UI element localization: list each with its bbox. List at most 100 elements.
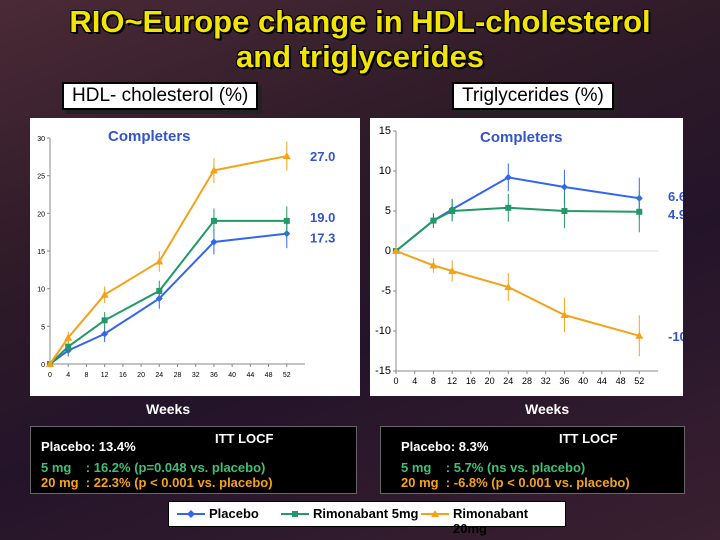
hdl-chart-panel: 0 5 10 15 20 25 30 0 4 8 12 16 20 24 28 32 36 40 44 48 52 Com… bbox=[30, 118, 360, 396]
hdl-x-tick-label: 24 bbox=[155, 372, 163, 379]
hdl-series-5mg-point bbox=[283, 217, 290, 224]
hdl-x-axis-label: Weeks bbox=[146, 401, 191, 417]
legend-5mg: Rimonabant 5mg bbox=[313, 506, 419, 521]
hdl-20mg-stat: 20 mg : 22.3% (p < 0.001 vs. placebo) bbox=[41, 475, 273, 490]
tg-itt-label: ITT LOCF bbox=[559, 431, 618, 446]
tg-series-20mg-point bbox=[504, 283, 513, 290]
hdl-series-5mg-point bbox=[210, 217, 217, 224]
hdl-series-5mg-point bbox=[156, 287, 163, 294]
tg-y-tick-label: 15 bbox=[379, 125, 391, 137]
hdl-series-5mg-line bbox=[49, 219, 287, 365]
tg-x-tick-label: 40 bbox=[578, 376, 588, 386]
tg-stats-box: ITT LOCF Placebo: 8.3% 5 mg : 5.7% (ns v… bbox=[380, 426, 685, 494]
tg-series-20mg-point bbox=[560, 311, 569, 318]
tg-series-20mg-end-label: -10.6 bbox=[668, 329, 683, 344]
tg-series-placebo-point bbox=[504, 173, 512, 181]
hdl-chart-title: Completers bbox=[108, 128, 191, 145]
hdl-x-tick-label: 0 bbox=[48, 372, 52, 379]
tg-x-tick-label: 12 bbox=[447, 376, 457, 386]
tg-series-5mg-end-label: 4.9 bbox=[668, 207, 683, 222]
hdl-series-20mg-point bbox=[155, 257, 164, 265]
hdl-heading: HDL- cholesterol (%) bbox=[62, 82, 259, 110]
title-line-1: RIO~Europe change in HDL-cholesterol bbox=[69, 4, 651, 39]
tg-series-20mg-point bbox=[448, 267, 457, 274]
hdl-series-placebo-point bbox=[210, 238, 218, 246]
hdl-y-tick-label: 25 bbox=[37, 174, 45, 181]
tg-y-tick-label: -15 bbox=[375, 365, 391, 377]
tg-x-tick-label: 48 bbox=[616, 376, 626, 386]
hdl-5mg-stat: 5 mg : 16.2% (p=0.048 vs. placebo) bbox=[41, 460, 266, 475]
tg-series-placebo-point bbox=[560, 183, 568, 191]
hdl-y-tick-label: 0 bbox=[41, 362, 45, 369]
tg-heading: Triglycerides (%) bbox=[452, 82, 614, 110]
hdl-series-20mg-line bbox=[49, 155, 287, 365]
tg-series-20mg-point bbox=[635, 331, 644, 339]
hdl-series-5mg-point bbox=[101, 317, 108, 324]
tg-x-tick-label: 20 bbox=[485, 376, 495, 386]
hdl-y-tick-label: 30 bbox=[37, 136, 45, 143]
tg-x-tick-label: 28 bbox=[522, 376, 532, 386]
legend-5mg-icon bbox=[281, 511, 309, 517]
tg-series-5mg-point bbox=[449, 208, 456, 214]
hdl-series-placebo-line bbox=[49, 232, 287, 365]
tg-y-tick-label: 10 bbox=[379, 165, 391, 177]
hdl-series-20mg-point bbox=[282, 152, 291, 160]
hdl-series-20mg-point bbox=[64, 333, 73, 341]
legend-placebo: Placebo bbox=[209, 506, 259, 521]
chart-legend: Placebo Rimonabant 5mg Rimonabant 20mg bbox=[168, 501, 566, 536]
hdl-x-tick-label: 4 bbox=[66, 372, 70, 379]
tg-series-placebo-end-label: 6.6 bbox=[668, 189, 683, 204]
tg-x-tick-label: 32 bbox=[541, 376, 551, 386]
hdl-x-tick-label: 48 bbox=[265, 372, 273, 379]
tg-x-tick-label: 44 bbox=[597, 376, 607, 386]
hdl-x-tick-label: 16 bbox=[119, 372, 127, 379]
hdl-series-20mg-end-label: 27.0 bbox=[310, 149, 335, 164]
tg-y-tick-label: -5 bbox=[381, 285, 391, 297]
tg-x-tick-label: 4 bbox=[412, 376, 417, 386]
hdl-x-tick-label: 40 bbox=[228, 372, 236, 379]
tg-x-tick-label: 16 bbox=[466, 376, 476, 386]
hdl-x-tick-label: 28 bbox=[174, 372, 182, 379]
hdl-itt-label: ITT LOCF bbox=[215, 431, 274, 446]
legend-placebo-icon bbox=[177, 510, 205, 518]
hdl-series-5mg-point bbox=[65, 343, 72, 350]
tg-5mg-stat: 5 mg : 5.7% (ns vs. placebo) bbox=[401, 460, 586, 475]
hdl-x-tick-label: 36 bbox=[210, 372, 218, 379]
tg-y-tick-label: -10 bbox=[375, 325, 391, 337]
legend-20mg-icon bbox=[421, 510, 449, 517]
hdl-x-tick-label: 8 bbox=[84, 372, 88, 379]
tg-series-20mg-line bbox=[395, 250, 640, 337]
hdl-y-tick-label: 5 bbox=[41, 324, 45, 331]
hdl-series-placebo-point bbox=[101, 330, 109, 338]
tg-y-tick-label: 5 bbox=[385, 205, 391, 217]
hdl-series-20mg-point bbox=[46, 360, 54, 367]
tg-series-5mg-point bbox=[561, 208, 568, 214]
hdl-series-placebo-end-label: 17.3 bbox=[310, 231, 335, 246]
tg-series-5mg-line bbox=[395, 206, 640, 252]
tg-series-20mg-point bbox=[429, 261, 438, 269]
tg-series-5mg-point bbox=[430, 217, 437, 224]
tg-20mg-stat: 20 mg : -6.8% (p < 0.001 vs. placebo) bbox=[401, 475, 630, 490]
tg-series-20mg-point bbox=[392, 247, 400, 254]
hdl-x-tick-label: 44 bbox=[246, 372, 254, 379]
tg-y-tick-label: 0 bbox=[385, 245, 391, 257]
tg-x-tick-label: 0 bbox=[393, 376, 398, 386]
tg-x-tick-label: 36 bbox=[559, 376, 569, 386]
hdl-y-tick-label: 10 bbox=[37, 287, 45, 294]
slide-title: RIO~Europe change in HDL-cholesterol and… bbox=[0, 4, 720, 74]
hdl-stats-box: ITT LOCF Placebo: 13.4% 5 mg : 16.2% (p=… bbox=[30, 426, 357, 494]
tg-x-tick-label: 52 bbox=[634, 376, 644, 386]
tg-chart-panel: 15 10 5 0 -5 -10 -15 0 4 8 12 16 20 24 28 32 36 40 44 48 52 C… bbox=[370, 118, 698, 396]
hdl-x-tick-label: 12 bbox=[101, 372, 109, 379]
hdl-x-tick-label: 52 bbox=[283, 372, 291, 379]
hdl-x-tick-label: 20 bbox=[137, 372, 145, 379]
legend-20mg: Rimonabant 20mg bbox=[453, 506, 529, 536]
title-line-2: and triglycerides bbox=[235, 39, 485, 74]
tg-x-axis-label: Weeks bbox=[525, 401, 570, 417]
hdl-placebo-stat: Placebo: 13.4% bbox=[41, 439, 136, 454]
hdl-series-20mg-point bbox=[100, 290, 109, 298]
tg-series-placebo-line bbox=[395, 176, 640, 252]
hdl-series-20mg-point bbox=[209, 166, 218, 174]
tg-placebo-stat: Placebo: 8.3% bbox=[401, 439, 489, 454]
